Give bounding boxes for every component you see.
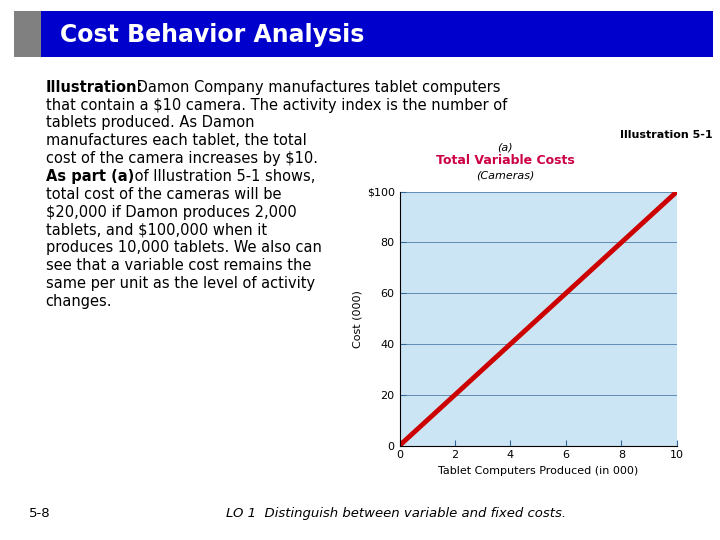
Y-axis label: Cost (000): Cost (000) — [353, 289, 363, 348]
FancyBboxPatch shape — [14, 11, 41, 57]
Text: that contain a $10 camera. The activity index is the number of: that contain a $10 camera. The activity … — [46, 98, 507, 112]
Text: $20,000 if Damon produces 2,000: $20,000 if Damon produces 2,000 — [46, 205, 297, 220]
Text: see that a variable cost remains the: see that a variable cost remains the — [46, 258, 311, 273]
Text: Illustration 5-1: Illustration 5-1 — [620, 130, 713, 140]
X-axis label: Tablet Computers Produced (in 000): Tablet Computers Produced (in 000) — [438, 466, 639, 476]
Text: manufactures each tablet, the total: manufactures each tablet, the total — [46, 133, 307, 148]
Text: tablets produced. As Damon: tablets produced. As Damon — [46, 116, 254, 130]
Text: same per unit as the level of activity: same per unit as the level of activity — [46, 276, 315, 291]
Text: As part (a): As part (a) — [46, 169, 134, 184]
Text: Damon Company manufactures tablet computers: Damon Company manufactures tablet comput… — [132, 80, 500, 94]
Text: changes.: changes. — [46, 294, 112, 309]
Text: Total Variable Costs: Total Variable Costs — [436, 154, 575, 167]
Text: Cost Behavior Analysis: Cost Behavior Analysis — [60, 23, 364, 46]
Text: 5-8: 5-8 — [29, 507, 50, 520]
Text: (a): (a) — [497, 143, 513, 153]
Text: (Cameras): (Cameras) — [476, 171, 534, 181]
Text: of Illustration 5-1 shows,: of Illustration 5-1 shows, — [130, 169, 315, 184]
Text: Illustration:: Illustration: — [46, 80, 143, 94]
FancyBboxPatch shape — [14, 11, 713, 57]
Text: LO 1  Distinguish between variable and fixed costs.: LO 1 Distinguish between variable and fi… — [226, 507, 566, 520]
Text: total cost of the cameras will be: total cost of the cameras will be — [46, 187, 282, 202]
Text: produces 10,000 tablets. We also can: produces 10,000 tablets. We also can — [46, 240, 322, 255]
Text: tablets, and $100,000 when it: tablets, and $100,000 when it — [46, 222, 267, 238]
Text: cost of the camera increases by $10.: cost of the camera increases by $10. — [46, 151, 318, 166]
